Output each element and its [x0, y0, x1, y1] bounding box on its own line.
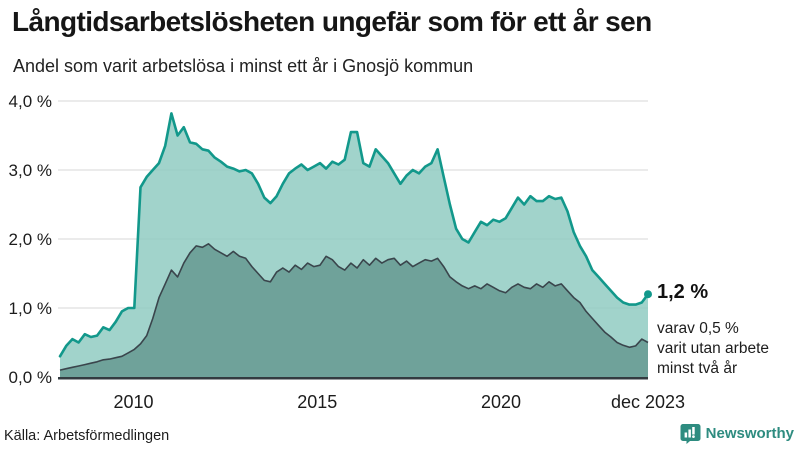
x-tick-label: 2015 [297, 392, 337, 412]
x-tick-label: 2010 [113, 392, 153, 412]
end-note-label: varav 0,5 % varit utan arbete minst två … [657, 319, 769, 379]
source-text: Källa: Arbetsförmedlingen [4, 428, 170, 444]
y-tick-label: 4,0 % [9, 92, 52, 111]
end-note-line-3: minst två år [657, 360, 738, 377]
y-tick-label: 1,0 % [9, 299, 52, 318]
line-one-year [58, 112, 650, 358]
line-end-dot [644, 290, 652, 299]
end-note-line-2: varit utan arbete [657, 340, 770, 357]
x-tick-label: dec 2023 [611, 392, 685, 412]
y-tick-label: 3,0 % [9, 161, 52, 180]
line-two-years [59, 243, 649, 371]
y-tick-label: 2,0 % [9, 230, 52, 249]
bar-chart-bubble-icon [680, 424, 701, 444]
x-tick-label: 2020 [481, 392, 521, 412]
end-value-label: 1,2 % [657, 281, 709, 303]
newsworthy-logo[interactable]: Newsworthy [680, 423, 794, 444]
y-tick-label: 0,0 % [9, 368, 52, 387]
brand-name: Newsworthy [705, 425, 794, 442]
end-note-line-1: varav 0,5 % [657, 320, 739, 337]
chart-subtitle: Andel som varit arbetslösa i minst ett å… [13, 56, 474, 76]
area-two-years [60, 243, 648, 377]
page-title: Långtidsarbetslösheten ungefär som för e… [12, 6, 652, 37]
